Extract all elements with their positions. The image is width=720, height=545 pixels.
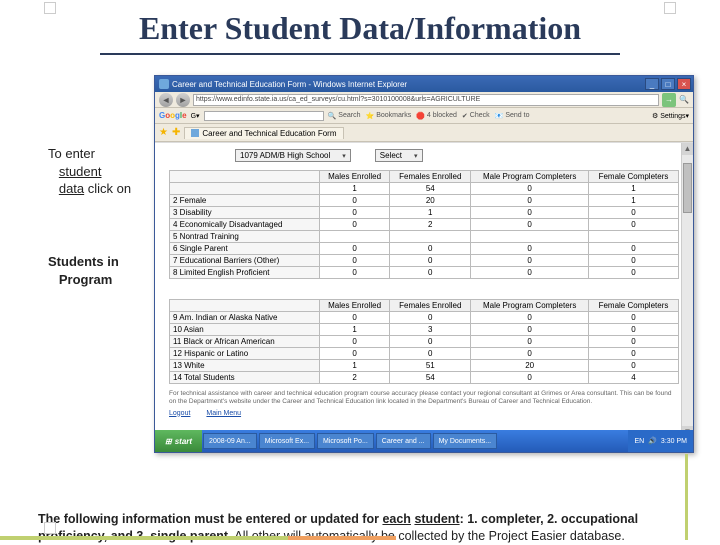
program-select[interactable]: Select (375, 149, 423, 162)
col-header: Females Enrolled (390, 171, 471, 183)
table-row: 14 Total Students25404 (170, 372, 679, 384)
table-row: 2 Female02001 (170, 195, 679, 207)
title-underline (100, 53, 620, 55)
forward-button[interactable]: ► (176, 93, 190, 107)
table-row: 8 Limited English Proficient0000 (170, 267, 679, 279)
send-to-icon: 📧 (495, 112, 504, 120)
window-titlebar[interactable]: Career and Technical Education Form - Wi… (155, 76, 693, 92)
instruction-text-1: To enter student data click on (48, 145, 168, 198)
main-menu-link[interactable]: Main Menu (206, 410, 241, 417)
add-favorite-icon[interactable]: ✚ (172, 127, 180, 138)
back-button[interactable]: ◄ (159, 93, 173, 107)
google-search-input[interactable] (204, 111, 324, 121)
slide-title: Enter Student Data/Information (0, 10, 720, 47)
window-title: Career and Technical Education Form - Wi… (172, 80, 407, 89)
close-button[interactable]: × (677, 78, 691, 90)
tray-volume-icon[interactable]: 🔊 (648, 437, 657, 445)
col-header: Female Completers (588, 300, 678, 312)
table-row: 3 Disability0100 (170, 207, 679, 219)
table-row: 5 Nontrad Training (170, 231, 679, 243)
go-button[interactable]: → (662, 93, 676, 107)
taskbar-item[interactable]: 2008-09 An... (203, 433, 257, 449)
table-row: 9 Am. Indian or Alaska Native0000 (170, 312, 679, 324)
windows-taskbar: ⊞ start 2008-09 An...Microsoft Ex...Micr… (155, 430, 693, 452)
start-button[interactable]: ⊞ start (155, 430, 202, 452)
slide-accent-bar (0, 536, 720, 540)
col-header: Females Enrolled (390, 300, 471, 312)
search-link-icon: 🔍 (328, 112, 337, 120)
col-header: Male Program Completers (471, 171, 589, 183)
table-row: 10 Asian1300 (170, 324, 679, 336)
vertical-scrollbar[interactable]: ▲ ▼ (681, 143, 693, 438)
tab-favicon (191, 129, 199, 137)
bookmarks-icon: ⭐ (365, 112, 374, 120)
browser-window: Career and Technical Education Form - Wi… (154, 75, 694, 453)
tray-lang: EN (634, 438, 644, 445)
taskbar-item[interactable]: Microsoft Po... (317, 433, 374, 449)
corner-deco-bl (44, 522, 56, 534)
google-logo: Google (159, 111, 187, 120)
spellcheck-icon: ✔ (462, 112, 468, 120)
page-content: ▲ ▼ 1079 ADM/B High School Select Males … (155, 142, 693, 438)
favorites-icon[interactable]: ★ (159, 127, 168, 138)
table-row: 7 Educational Barriers (Other)0000 (170, 255, 679, 267)
scroll-thumb[interactable] (683, 163, 692, 213)
nav-toolbar: ◄ ► https://www.edinfo.state.ia.us/ca_ed… (155, 92, 693, 108)
google-toolbar-links: 🔍Search ⭐Bookmarks 🛑4 blocked ✔Check 📧Se… (328, 112, 530, 120)
windows-logo-icon: ⊞ (165, 437, 172, 446)
browser-tab[interactable]: Career and Technical Education Form (184, 127, 343, 139)
table-row: 4 Economically Disadvantaged0200 (170, 219, 679, 231)
table-row: 11 Black or African American0000 (170, 336, 679, 348)
footnote-text: For technical assistance with career and… (155, 384, 693, 408)
taskbar-item[interactable]: My Documents... (433, 433, 498, 449)
table-row: 13 White151200 (170, 360, 679, 372)
col-header: Male Program Completers (471, 300, 589, 312)
popup-blocked-icon: 🛑 (416, 112, 425, 120)
table-row: 12 Hispanic or Latino0000 (170, 348, 679, 360)
settings-link[interactable]: ⚙ Settings▾ (652, 112, 689, 120)
corner-deco-tr (664, 2, 676, 14)
col-header: Males Enrolled (320, 300, 390, 312)
system-tray[interactable]: EN 🔊 3:30 PM (628, 430, 693, 452)
page-bottom-links: Logout Main Menu (155, 408, 693, 419)
tray-clock: 3:30 PM (661, 438, 687, 445)
google-toolbar: Google G▾ 🔍Search ⭐Bookmarks 🛑4 blocked … (155, 108, 693, 124)
search-icon[interactable]: 🔍 (679, 95, 689, 104)
col-header: Female Completers (588, 171, 678, 183)
ie-icon (159, 79, 169, 89)
tab-bar: ★ ✚ Career and Technical Education Form (155, 124, 693, 142)
slide-accent-vertical (685, 454, 688, 540)
address-bar[interactable]: https://www.edinfo.state.ia.us/ca_ed_sur… (193, 94, 659, 106)
demographics-table-2: Males Enrolled Females Enrolled Male Pro… (169, 299, 679, 384)
minimize-button[interactable]: _ (645, 78, 659, 90)
taskbar-item[interactable]: Career and ... (376, 433, 431, 449)
logout-link[interactable]: Logout (169, 410, 190, 417)
taskbar-item[interactable]: Microsoft Ex... (259, 433, 315, 449)
demographics-table-1: Males Enrolled Females Enrolled Male Pro… (169, 170, 679, 279)
col-header: Males Enrolled (320, 171, 390, 183)
maximize-button[interactable]: □ (661, 78, 675, 90)
corner-deco-tl (44, 2, 56, 14)
table-row: 6 Single Parent0000 (170, 243, 679, 255)
table-row: 1 54 0 1 (170, 183, 679, 195)
school-select[interactable]: 1079 ADM/B High School (235, 149, 351, 162)
scroll-up-icon[interactable]: ▲ (682, 143, 693, 155)
